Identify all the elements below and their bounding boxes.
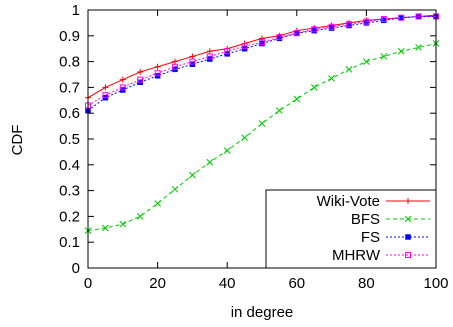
- data-point: [259, 35, 265, 42]
- data-point: [328, 23, 335, 30]
- data-point: [397, 47, 405, 55]
- data-point: [380, 16, 387, 23]
- y-axis-label: CDF: [9, 125, 26, 156]
- data-point: [415, 44, 422, 51]
- legend-marker: [404, 215, 412, 223]
- data-point: [398, 14, 405, 21]
- data-point: [241, 43, 248, 50]
- y-tick-label: 0.2: [59, 208, 80, 225]
- data-point: [172, 58, 178, 65]
- x-tick-label: 20: [149, 275, 166, 292]
- data-point: [154, 200, 161, 207]
- data-point: [137, 68, 144, 75]
- y-tick-label: 0.7: [59, 79, 80, 96]
- series-mhrw: [85, 13, 439, 109]
- legend-marker: [405, 234, 411, 240]
- x-tick-label: 80: [358, 275, 375, 292]
- data-point: [119, 76, 126, 83]
- series-line: [87, 15, 436, 106]
- data-point: [259, 39, 265, 46]
- data-point: [276, 34, 283, 41]
- y-tick-label: 0.9: [59, 28, 80, 45]
- legend-label: MHRW: [332, 247, 381, 264]
- y-tick-label: 0.1: [59, 234, 80, 251]
- data-point: [172, 63, 178, 70]
- data-point: [206, 158, 214, 166]
- data-point: [102, 224, 109, 232]
- series-wiki-vote: [85, 12, 439, 101]
- data-point: [137, 76, 144, 83]
- data-point: [136, 213, 144, 220]
- data-point: [223, 147, 231, 154]
- data-point: [119, 84, 126, 91]
- series-line: [87, 15, 436, 112]
- data-point: [189, 171, 196, 179]
- data-point: [102, 92, 109, 99]
- axes: 0 20 40 60 80 100 0 0.1 0.2 0.3 0.4 0.5 0.6 0.7 0.8 0.9…: [59, 2, 448, 292]
- data-point: [154, 63, 161, 70]
- series-fs: [85, 13, 439, 114]
- y-tick-label: 0.3: [59, 183, 80, 200]
- x-tick-label: 0: [84, 275, 92, 292]
- data-point: [224, 48, 231, 55]
- data-point: [293, 95, 301, 103]
- data-point: [189, 58, 196, 65]
- data-point: [276, 107, 283, 114]
- data-point: [380, 53, 388, 60]
- data-point: [241, 134, 248, 142]
- data-point: [345, 65, 353, 73]
- legend-label: Wiki-Vote: [317, 193, 380, 210]
- data-point: [258, 120, 266, 127]
- data-point: [154, 70, 161, 77]
- data-point: [189, 53, 196, 60]
- data-point: [328, 75, 335, 82]
- data-point: [415, 13, 422, 20]
- data-point: [206, 53, 213, 60]
- data-point: [206, 48, 213, 55]
- x-tick-label: 100: [423, 275, 448, 292]
- y-tick-label: 0.6: [59, 105, 80, 122]
- data-point: [381, 17, 387, 24]
- legend-label: FS: [361, 229, 380, 246]
- x-axis-label: in degree: [231, 304, 294, 321]
- data-point: [346, 21, 352, 28]
- y-tick-label: 0: [72, 260, 80, 277]
- data-point: [171, 185, 179, 193]
- x-tick-label: 40: [219, 275, 236, 292]
- legend-label: BFS: [351, 211, 380, 228]
- y-tick-label: 1: [72, 2, 80, 19]
- legend-marker: [405, 252, 411, 258]
- data-point: [293, 30, 300, 37]
- data-point: [363, 18, 370, 25]
- y-tick-label: 0.5: [59, 131, 80, 148]
- y-tick-label: 0.8: [59, 54, 80, 71]
- data-point: [310, 84, 318, 91]
- data-point: [102, 84, 109, 91]
- x-tick-label: 60: [288, 275, 305, 292]
- data-point: [363, 58, 370, 65]
- data-point: [119, 220, 127, 228]
- data-point: [311, 26, 318, 33]
- y-tick-label: 0.4: [59, 157, 80, 174]
- legend-marker: [405, 198, 411, 204]
